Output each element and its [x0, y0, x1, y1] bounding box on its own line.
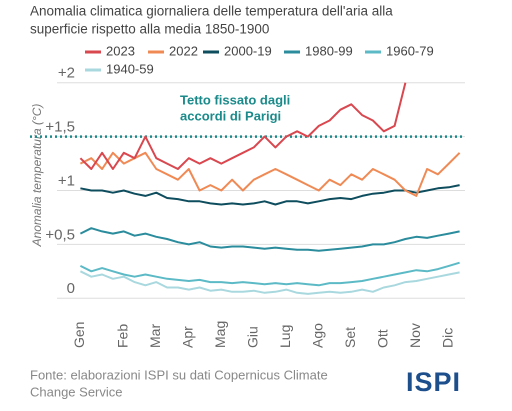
y-tick-label: +1,5: [45, 119, 75, 136]
chart-title: superficie rispetto alla media 1850-1900: [30, 22, 269, 37]
source: Change Service: [30, 384, 123, 399]
y-tick-label: 0: [67, 280, 75, 297]
series-line: [79, 270, 460, 295]
x-tick-label: Mar: [147, 324, 163, 348]
y-tick-label: +2: [58, 65, 75, 82]
x-tick-label: Nov: [407, 323, 423, 348]
x-tick-label: Ago: [309, 323, 325, 348]
x-tick-label: Lug: [277, 325, 293, 348]
series-line: [79, 227, 460, 252]
x-tick-label: Set: [342, 327, 358, 348]
legend-label: 1980-99: [305, 43, 353, 58]
x-tick-label: Giu: [244, 326, 260, 348]
series-line: [80, 184, 460, 206]
logo: ISPI: [406, 367, 461, 397]
legend-label: 1960-79: [386, 43, 434, 58]
y-axis-label: Anomalia temperatura (°C): [30, 104, 44, 248]
chart-title: Anomalia climatica giornaliera delle tem…: [30, 4, 393, 19]
x-tick-label: Dic: [439, 328, 455, 348]
legend-label: 1940-59: [106, 61, 154, 76]
x-tick-label: Ott: [374, 329, 390, 348]
source: Fonte: elaborazioni ISPI su dati Coperni…: [30, 367, 328, 382]
x-tick-label: Apr: [179, 326, 195, 348]
x-tick-label: Mag: [212, 321, 228, 348]
x-tick-label: Feb: [114, 324, 130, 348]
x-tick-label: Gen: [71, 322, 87, 348]
y-tick-label: +1: [58, 172, 75, 189]
legend-label: 2000-19: [224, 43, 272, 58]
series-line: [79, 151, 461, 197]
legend-label: 2023: [106, 43, 135, 58]
annotation: accordi di Parigi: [180, 108, 281, 123]
legend-label: 2022: [169, 43, 198, 58]
series-line: [79, 82, 407, 170]
annotation: Tetto fissato dagli: [180, 92, 290, 107]
series-line: [79, 261, 460, 287]
y-tick-label: +0,5: [45, 226, 75, 243]
